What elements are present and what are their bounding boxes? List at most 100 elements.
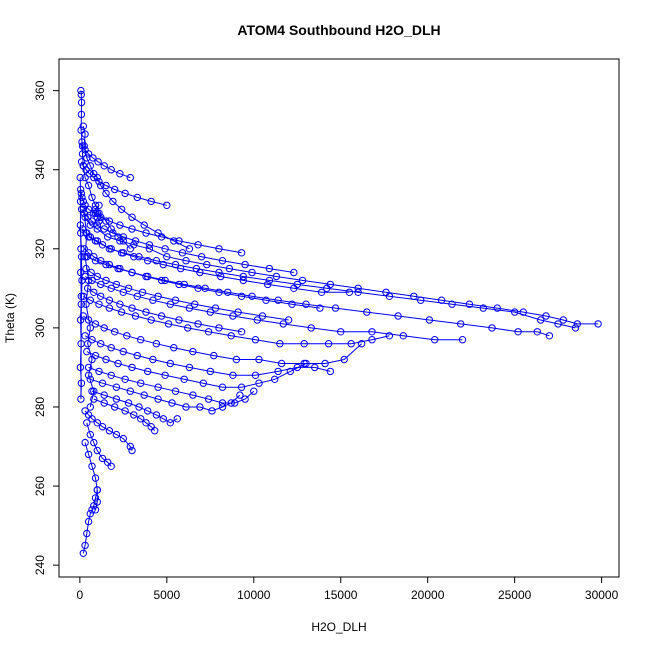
- data-point: [321, 359, 329, 368]
- data-point: [77, 189, 86, 198]
- data-point: [77, 90, 86, 99]
- data-point: [300, 340, 308, 348]
- data-point: [182, 403, 190, 411]
- data-point: [93, 272, 102, 281]
- data-point: [87, 268, 95, 277]
- data-point: [149, 355, 157, 364]
- data-point: [163, 201, 171, 210]
- data-point: [159, 260, 168, 269]
- data-point: [159, 415, 168, 423]
- series-line-4: [88, 236, 576, 329]
- data-point: [265, 264, 274, 273]
- data-point: [123, 332, 131, 340]
- data-point: [88, 462, 96, 470]
- data-point: [265, 276, 274, 285]
- data-point: [147, 197, 155, 206]
- data-point: [86, 403, 95, 411]
- series-line-18: [82, 489, 98, 554]
- data-point: [93, 213, 102, 221]
- data-point: [84, 363, 93, 372]
- data-point: [255, 379, 263, 387]
- data-point: [175, 316, 183, 324]
- data-point: [184, 324, 192, 332]
- y-tick-label: 300: [33, 318, 47, 338]
- data-point: [107, 245, 115, 253]
- data-point: [161, 245, 169, 253]
- data-point: [95, 367, 103, 376]
- data-point: [323, 284, 331, 292]
- data-point: [130, 411, 138, 419]
- data-point: [83, 529, 91, 538]
- data-point: [457, 320, 465, 328]
- data-point: [157, 276, 166, 285]
- data-point: [97, 292, 105, 300]
- data-point: [83, 229, 91, 237]
- data-point: [86, 430, 95, 439]
- data-point: [128, 446, 136, 455]
- data-point: [331, 304, 340, 312]
- data-point: [95, 217, 103, 225]
- data-point: [357, 340, 366, 348]
- data-point: [277, 359, 286, 368]
- data-point: [177, 264, 185, 273]
- series-line-10: [86, 351, 307, 388]
- data-point: [248, 292, 256, 300]
- data-point: [448, 300, 456, 308]
- data-point: [206, 367, 215, 376]
- data-point: [545, 332, 554, 340]
- data-point: [88, 506, 96, 514]
- data-point: [102, 181, 110, 190]
- data-point: [130, 241, 138, 249]
- x-tick-label: 0: [77, 588, 84, 602]
- data-point: [109, 229, 117, 237]
- data-point: [77, 300, 86, 308]
- data-point: [109, 197, 117, 206]
- data-point: [385, 332, 394, 340]
- data-point: [227, 332, 235, 340]
- data-point: [79, 549, 88, 557]
- data-point: [84, 371, 93, 379]
- data-point: [93, 446, 102, 455]
- data-point: [126, 442, 135, 451]
- data-point: [77, 98, 86, 107]
- data-point: [128, 225, 136, 233]
- data-point: [78, 193, 86, 202]
- data-point: [105, 427, 114, 435]
- series-line-7: [83, 295, 390, 345]
- data-point: [164, 320, 173, 328]
- data-point: [76, 221, 85, 229]
- data-point: [345, 288, 354, 296]
- data-point: [90, 395, 98, 403]
- data-point: [218, 383, 227, 391]
- data-point: [302, 300, 310, 308]
- data-point: [511, 308, 519, 316]
- data-point: [88, 217, 96, 225]
- data-point: [119, 347, 128, 356]
- data-point: [107, 371, 115, 379]
- data-point: [82, 300, 90, 308]
- data-point: [385, 292, 394, 300]
- data-point: [90, 387, 98, 395]
- data-point: [77, 268, 85, 277]
- data-point: [137, 415, 145, 423]
- data-point: [116, 221, 124, 229]
- data-point: [144, 257, 152, 265]
- data-point: [537, 316, 545, 324]
- data-point: [97, 280, 105, 289]
- chart-title: ATOM4 Southbound H2O_DLH: [237, 22, 440, 38]
- series-line-6: [84, 276, 463, 341]
- data-point: [117, 205, 126, 214]
- data-point: [112, 280, 121, 289]
- data-point: [152, 340, 161, 348]
- data-point: [594, 320, 602, 328]
- data-point: [196, 268, 204, 277]
- data-point: [215, 288, 223, 296]
- data-point: [102, 276, 110, 285]
- data-point: [237, 383, 246, 391]
- data-point: [307, 324, 315, 332]
- data-point: [133, 351, 142, 360]
- data-point: [347, 340, 355, 348]
- data-point: [84, 340, 92, 348]
- data-point: [293, 363, 301, 372]
- data-point: [302, 359, 310, 368]
